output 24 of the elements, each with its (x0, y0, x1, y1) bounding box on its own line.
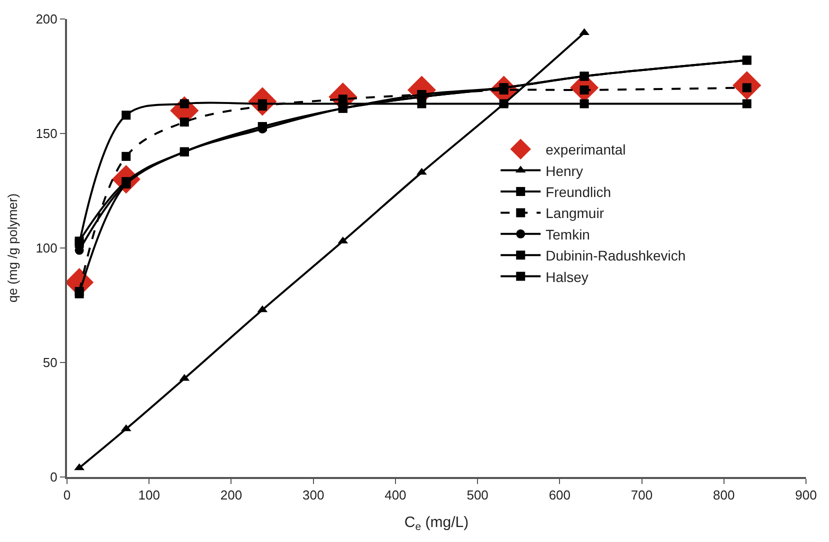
y-axis-title: qe (mg /g polymer) (5, 193, 20, 303)
legend-label: Halsey (546, 268, 588, 285)
x-axis-title: C$_{e}$ (mg/L) (404, 514, 469, 534)
legend-label: Freundlich (546, 184, 611, 200)
x-tick-label: 300 (302, 488, 324, 503)
y-tick-label: 100 (36, 240, 58, 256)
x-tick-label: 400 (384, 488, 406, 503)
x-tick-label: 500 (466, 488, 488, 503)
y-tick-label: 150 (36, 126, 58, 142)
y-tick-label: 50 (42, 355, 58, 370)
legend-label: Temkin (546, 226, 590, 242)
x-tick-label: 700 (630, 488, 653, 503)
x-tick-label: 100 (138, 488, 160, 503)
legend-label: experimantal (546, 142, 626, 158)
legend-label: Langmuir (546, 205, 604, 222)
legend-label: Dubinin-Radushkevich (546, 248, 686, 264)
x-tick-label: 0 (63, 488, 71, 503)
x-tick-label: 600 (548, 488, 571, 503)
x-tick-label: 900 (795, 488, 817, 503)
y-tick-label: 200 (36, 12, 58, 27)
legend-label: Henry (546, 162, 583, 179)
x-tick-label: 800 (713, 488, 735, 503)
y-tick-label: 0 (50, 470, 58, 485)
x-tick-label: 200 (220, 488, 242, 503)
